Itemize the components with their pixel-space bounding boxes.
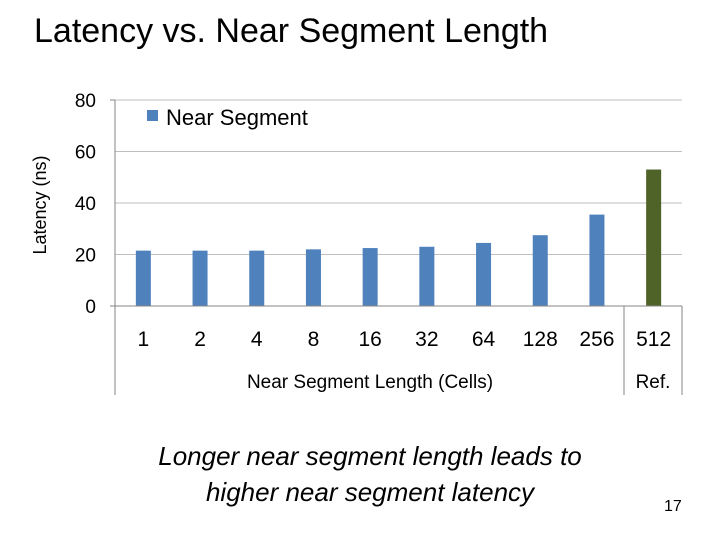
bar-64 xyxy=(476,242,492,306)
legend: Near Segment xyxy=(147,105,308,130)
page-number: 17 xyxy=(664,498,682,515)
bar-2 xyxy=(192,250,208,306)
x-tick-label: 1 xyxy=(138,328,150,351)
legend-label: Near Segment xyxy=(166,105,308,130)
slide-title: Latency vs. Near Segment Length xyxy=(34,12,549,50)
bar-256 xyxy=(589,214,605,306)
bar-8 xyxy=(305,249,321,306)
x-tick-label: 64 xyxy=(472,328,496,351)
x-tick-label: 256 xyxy=(579,328,614,351)
x-tick-label: 16 xyxy=(358,328,381,351)
y-tick-label: 0 xyxy=(85,297,96,318)
reference-label: Ref. xyxy=(636,372,671,393)
bar-16 xyxy=(362,248,378,306)
bar-1 xyxy=(135,250,151,306)
bars xyxy=(135,169,662,306)
x-tick-label: 128 xyxy=(523,328,558,351)
takeaway-line-2: higher near segment latency xyxy=(205,477,535,507)
x-tick-label: 32 xyxy=(415,328,438,351)
x-axis-title: Near Segment Length (Cells) xyxy=(247,372,493,393)
legend-swatch xyxy=(147,110,158,121)
x-tick-label: 8 xyxy=(308,328,320,351)
x-tick-label: 4 xyxy=(251,328,263,351)
y-tick-label: 20 xyxy=(75,246,96,267)
bar-512 xyxy=(646,169,662,306)
bar-4 xyxy=(249,250,265,306)
bar-128 xyxy=(532,235,548,306)
gridlines xyxy=(115,99,682,255)
bar-32 xyxy=(419,246,435,306)
y-tick-labels: 0 20 40 60 80 xyxy=(75,91,96,318)
takeaway-text: Longer near segment length leads to high… xyxy=(120,438,620,510)
y-tick-label: 40 xyxy=(75,194,96,215)
y-tick-label: 80 xyxy=(75,91,96,112)
x-tick-label: 2 xyxy=(194,328,206,351)
y-tick-label: 60 xyxy=(75,143,96,164)
x-tick-label: 512 xyxy=(636,328,671,351)
x-tick-labels: 1 2 4 8 16 32 64 128 256 512 xyxy=(138,328,672,351)
takeaway-line-1: Longer near segment length leads to xyxy=(158,441,582,471)
y-axis-title: Latency (ns) xyxy=(30,155,50,254)
axes xyxy=(110,99,683,395)
